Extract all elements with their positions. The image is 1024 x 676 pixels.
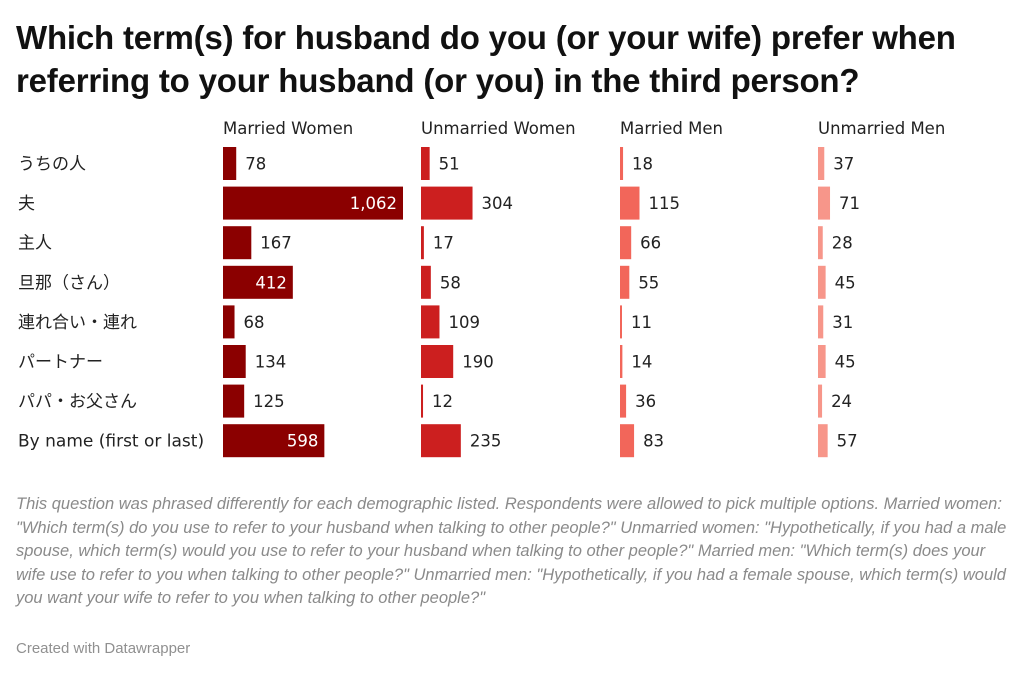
data-label: 37	[833, 155, 854, 174]
data-label: 109	[448, 313, 480, 332]
bar	[818, 147, 825, 180]
data-label: 51	[439, 155, 460, 174]
data-label: 28	[832, 234, 853, 253]
bar	[620, 226, 632, 260]
data-label: 83	[643, 432, 664, 451]
category-label: By name (first or last)	[18, 432, 204, 452]
data-label: 167	[260, 234, 292, 253]
chart-notes: This question was phrased differently fo…	[16, 495, 1007, 607]
data-label: 190	[462, 353, 494, 372]
bar	[223, 147, 237, 180]
data-label: 115	[648, 194, 680, 213]
category-label: 夫	[18, 194, 35, 214]
bar	[818, 345, 826, 378]
data-label: 36	[635, 392, 656, 411]
data-label: 598	[287, 432, 319, 451]
bar	[818, 265, 826, 299]
bar	[421, 147, 430, 180]
bar	[818, 186, 831, 220]
panel-header: Unmarried Women	[421, 119, 576, 138]
bar	[620, 424, 635, 458]
chart-title: Which term(s) for husband do you (or you…	[16, 19, 956, 99]
data-label: 304	[482, 194, 513, 213]
data-label: 66	[640, 234, 661, 253]
data-label: 78	[245, 155, 266, 174]
bar	[421, 186, 473, 220]
data-label: 58	[440, 273, 461, 292]
data-label: 55	[638, 273, 659, 292]
data-label: 68	[244, 313, 265, 332]
bar	[223, 186, 403, 220]
data-label: 45	[835, 273, 856, 292]
bar	[223, 424, 325, 458]
data-label: 11	[631, 313, 652, 332]
bar	[223, 265, 293, 299]
bar	[818, 424, 828, 458]
bar	[223, 345, 246, 378]
bar	[620, 186, 640, 220]
panel-header: Married Men	[620, 119, 723, 138]
category-label: パートナー	[18, 353, 103, 373]
bar	[223, 226, 252, 260]
data-label: 14	[631, 353, 652, 372]
data-label: 24	[831, 392, 852, 411]
data-label: 235	[470, 432, 502, 451]
data-label: 71	[839, 194, 860, 213]
category-label: 旦那（さん）	[18, 273, 120, 293]
bar	[223, 384, 245, 418]
data-label: 412	[255, 273, 287, 292]
data-label: 57	[837, 432, 858, 451]
bar	[620, 345, 623, 378]
data-label: 1,062	[350, 194, 397, 213]
bar	[620, 305, 622, 339]
category-label: 連れ合い・連れ	[18, 313, 137, 333]
data-label: 45	[835, 353, 856, 372]
data-label: 12	[432, 392, 453, 411]
bar	[421, 424, 461, 458]
bar	[818, 305, 824, 339]
panel-header: Unmarried Men	[818, 119, 945, 138]
bar	[421, 265, 431, 299]
data-label: 125	[253, 392, 285, 411]
panel-header: Married Women	[223, 119, 353, 138]
category-label: 主人	[18, 234, 52, 254]
bar	[421, 226, 424, 260]
bar	[223, 305, 235, 339]
bar	[421, 305, 440, 339]
bar	[620, 384, 627, 418]
data-label: 18	[632, 155, 653, 174]
data-label: 17	[433, 234, 454, 253]
bar	[421, 384, 424, 418]
bar	[620, 147, 624, 180]
bar	[818, 384, 823, 418]
bar	[620, 265, 630, 299]
bar	[421, 345, 454, 378]
data-label: 31	[832, 313, 853, 332]
bar	[818, 226, 823, 260]
category-label: パパ・お父さん	[18, 392, 137, 412]
data-label: 134	[255, 353, 286, 372]
credit-line: Created with Datawrapper	[16, 640, 191, 657]
category-label: うちの人	[18, 155, 86, 175]
